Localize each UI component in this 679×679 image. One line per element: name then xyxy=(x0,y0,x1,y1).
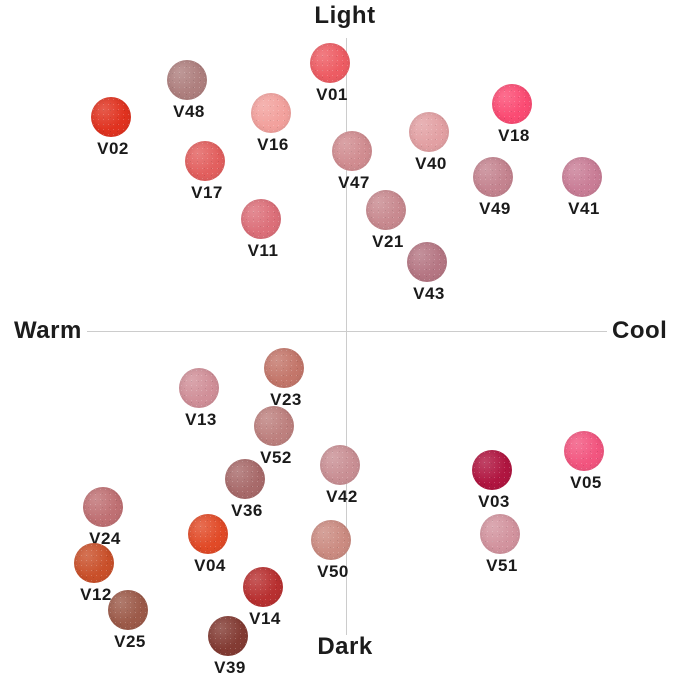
shade-swatch-v12 xyxy=(74,543,114,583)
shade-swatch-v36 xyxy=(225,459,265,499)
shade-swatch-v48 xyxy=(167,60,207,100)
shade-label-v17: V17 xyxy=(191,183,223,202)
shade-swatch-v23 xyxy=(264,348,304,388)
shade-swatch-v16 xyxy=(251,93,291,133)
shade-swatch-v03 xyxy=(472,450,512,490)
shade-label-v39: V39 xyxy=(214,658,246,677)
shade-label-v11: V11 xyxy=(247,241,279,260)
light-dark-axis-line xyxy=(346,38,347,635)
shade-label-v02: V02 xyxy=(97,139,129,158)
shade-label-v03: V03 xyxy=(478,492,510,511)
shade-swatch-v17 xyxy=(185,141,225,181)
shade-swatch-v39 xyxy=(208,616,248,656)
shade-swatch-v18 xyxy=(492,84,532,124)
shade-swatch-v25 xyxy=(108,590,148,630)
shade-label-v12: V12 xyxy=(80,585,112,604)
shade-swatch-v14 xyxy=(243,567,283,607)
shade-swatch-v41 xyxy=(562,157,602,197)
shade-label-v05: V05 xyxy=(570,473,602,492)
shade-label-v47: V47 xyxy=(338,173,370,192)
shade-label-v21: V21 xyxy=(372,232,404,251)
shade-label-v41: V41 xyxy=(568,199,600,218)
shade-swatch-v49 xyxy=(473,157,513,197)
axis-label-warm: Warm xyxy=(14,317,82,344)
shade-label-v42: V42 xyxy=(326,487,358,506)
shade-swatch-v21 xyxy=(366,190,406,230)
shade-swatch-v42 xyxy=(320,445,360,485)
shade-label-v36: V36 xyxy=(231,501,263,520)
shade-swatch-v04 xyxy=(188,514,228,554)
shade-swatch-v47 xyxy=(332,131,372,171)
shade-swatch-v24 xyxy=(83,487,123,527)
shade-label-v01: V01 xyxy=(316,85,348,104)
shade-label-v04: V04 xyxy=(194,556,226,575)
shade-swatch-v01 xyxy=(310,43,350,83)
shade-swatch-v05 xyxy=(564,431,604,471)
shade-swatch-v40 xyxy=(409,112,449,152)
shade-swatch-v13 xyxy=(179,368,219,408)
shade-label-v50: V50 xyxy=(317,562,349,581)
shade-label-v16: V16 xyxy=(257,135,289,154)
shade-label-v43: V43 xyxy=(413,284,445,303)
shade-label-v49: V49 xyxy=(479,199,511,218)
shade-label-v52: V52 xyxy=(260,448,292,467)
shade-swatch-v02 xyxy=(91,97,131,137)
shade-swatch-v43 xyxy=(407,242,447,282)
shade-label-v40: V40 xyxy=(415,154,447,173)
shade-swatch-v50 xyxy=(311,520,351,560)
shade-label-v14: V14 xyxy=(249,609,281,628)
shade-label-v23: V23 xyxy=(270,390,302,409)
shade-label-v13: V13 xyxy=(185,410,217,429)
warm-cool-axis-line xyxy=(87,331,607,332)
shade-swatch-v11 xyxy=(241,199,281,239)
shade-swatch-v52 xyxy=(254,406,294,446)
axis-label-light: Light xyxy=(314,2,376,29)
axis-label-dark: Dark xyxy=(317,633,373,660)
shade-label-v25: V25 xyxy=(114,632,146,651)
shade-label-v18: V18 xyxy=(498,126,530,145)
shade-label-v51: V51 xyxy=(486,556,518,575)
shade-swatch-v51 xyxy=(480,514,520,554)
axis-label-cool: Cool xyxy=(612,317,668,344)
shade-label-v48: V48 xyxy=(173,102,205,121)
